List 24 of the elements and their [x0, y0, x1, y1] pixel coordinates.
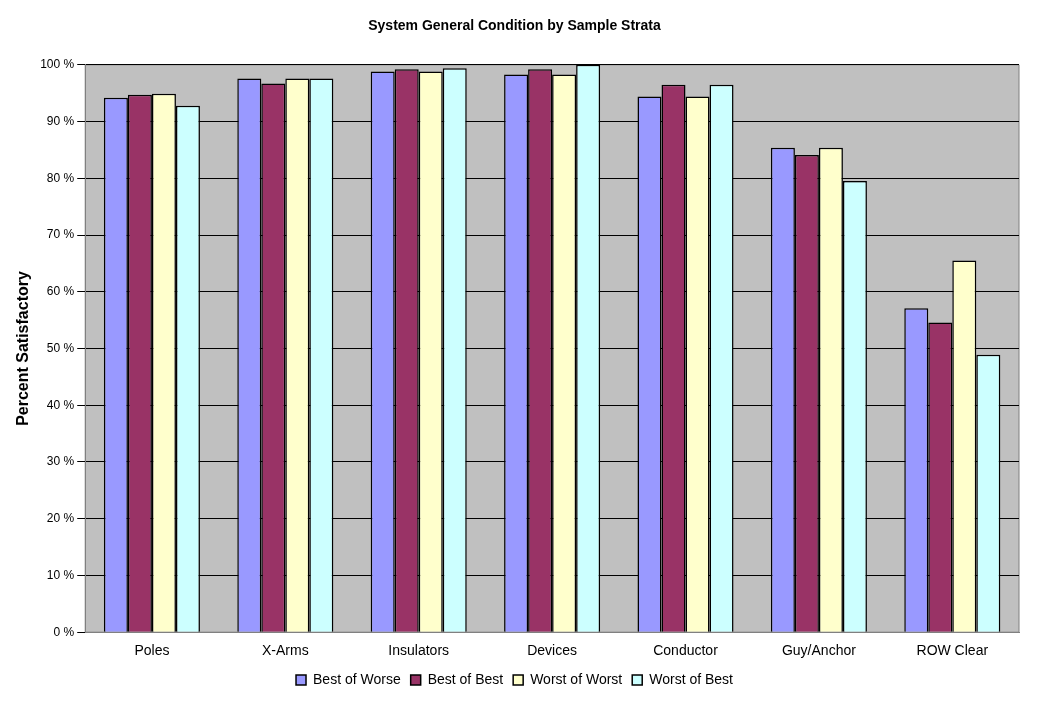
y-tick-label: 30 %	[46, 454, 75, 469]
legend-label: Worst of Best	[649, 670, 734, 687]
legend-label: Best of Best	[427, 670, 504, 687]
y-tick-label: 20 %	[46, 511, 75, 526]
y-tick-label: 0 %	[53, 624, 75, 639]
x-tick-label: Guy/Anchor	[781, 642, 857, 659]
y-tick-label: 90 %	[46, 113, 75, 128]
y-tick-label: 10 %	[46, 567, 75, 582]
y-tick-label: 80 %	[46, 170, 75, 185]
legend-label: Best of Worse	[313, 670, 401, 687]
x-tick-label: Devices	[527, 642, 578, 659]
x-tick-label: Insulators	[388, 642, 450, 659]
y-tick-label: 70 %	[46, 227, 75, 242]
x-tick-label: X-Arms	[261, 642, 309, 659]
y-axis-title: Percent Satisfactory	[14, 271, 32, 426]
y-tick-label: 40 %	[46, 397, 75, 412]
y-tick-label: 50 %	[46, 340, 75, 355]
x-tick-label: Conductor	[653, 642, 719, 659]
y-tick-label: 100 %	[40, 57, 75, 72]
legend-label: Worst of Worst	[530, 670, 623, 687]
chart-title: System General Condition by Sample Strata	[368, 17, 661, 34]
y-tick-label: 60 %	[46, 284, 75, 299]
x-tick-label: Poles	[134, 642, 170, 659]
x-tick-label: ROW Clear	[916, 642, 989, 659]
